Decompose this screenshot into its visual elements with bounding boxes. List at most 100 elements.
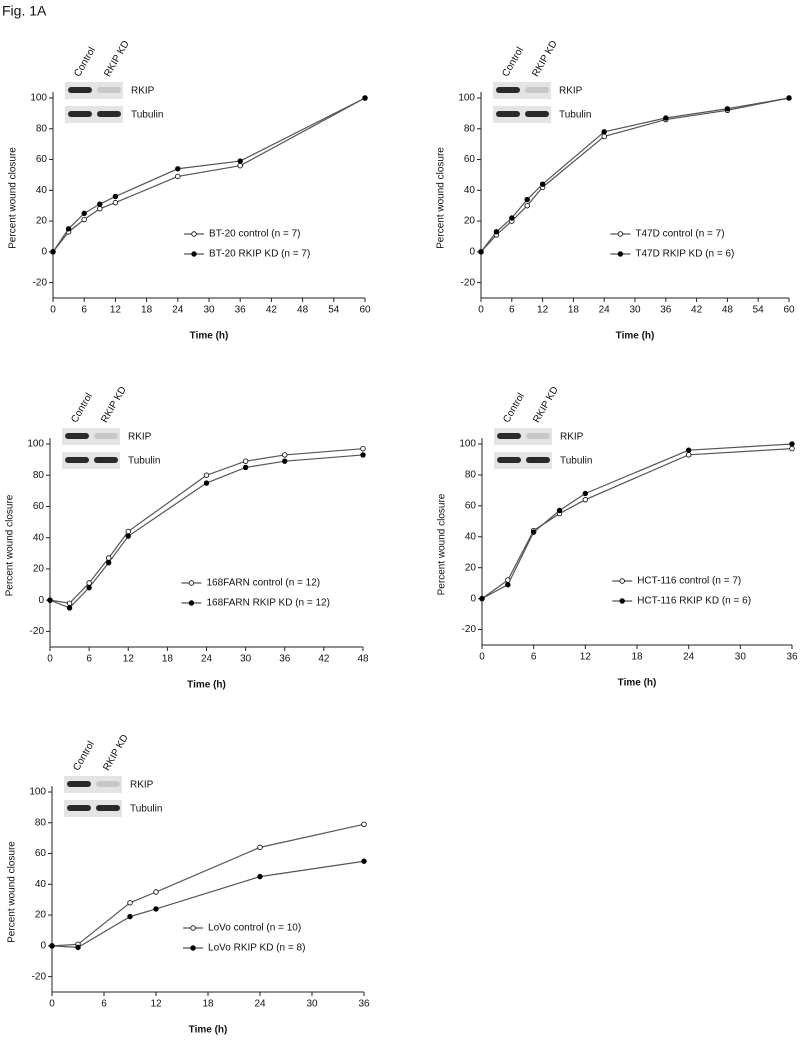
legend-label: BT-20 RKIP KD (n = 7) (209, 249, 310, 260)
y-tick-label: 60 (33, 501, 45, 512)
y-tick-label: 60 (465, 500, 477, 511)
blot-band (496, 111, 520, 117)
x-tick-label: 18 (141, 305, 153, 316)
y-tick-label: -20 (30, 626, 45, 637)
data-point (789, 441, 795, 447)
y-tick-label: 100 (459, 439, 476, 450)
data-point (203, 472, 210, 478)
x-tick-label: 42 (266, 305, 278, 316)
blot-band (65, 433, 89, 439)
x-tick-label: 60 (359, 305, 371, 316)
x-axis-label: Time (h) (616, 331, 655, 342)
data-point (361, 821, 367, 828)
data-point (663, 115, 669, 121)
y-tick-label: -20 (32, 971, 47, 982)
legend-label: HCT-116 control (n = 7) (637, 576, 741, 587)
blot-row-label: RKIP (560, 432, 584, 443)
x-axis-label: Time (h) (187, 680, 226, 691)
y-tick-label: 0 (38, 595, 44, 606)
blot-band (526, 457, 550, 463)
data-point (493, 229, 500, 235)
data-point (685, 447, 692, 453)
data-point (582, 490, 589, 497)
data-point (86, 580, 92, 586)
data-point (50, 249, 56, 255)
blot-strip (64, 800, 122, 817)
legend-label: LoVo RKIP KD (n = 8) (208, 943, 305, 954)
x-tick-label: 36 (235, 305, 247, 316)
y-tick-label: 100 (30, 93, 47, 104)
y-tick-label: 100 (458, 93, 475, 104)
data-point (153, 906, 159, 912)
y-tick-label: 80 (35, 817, 47, 828)
data-point (65, 226, 72, 232)
x-tick-label: 0 (49, 999, 55, 1010)
blot-lane-label: Control (500, 45, 526, 78)
y-tick-label: 40 (464, 185, 476, 196)
series-line (51, 823, 365, 947)
legend-marker (190, 925, 196, 931)
blot-lane-label: RKIP KD (530, 39, 559, 79)
x-tick-label: 36 (786, 652, 798, 663)
x-tick-label: 24 (683, 652, 695, 663)
data-point (237, 162, 243, 169)
legend-marker (619, 578, 625, 584)
y-axis-label: Percent wound closure (7, 841, 18, 943)
blot-band (97, 111, 121, 117)
y-axis-label: Percent wound closure (437, 493, 448, 595)
x-tick-label: 6 (81, 305, 87, 316)
data-point (175, 173, 181, 180)
blot-strip (494, 428, 552, 445)
data-point (81, 216, 87, 223)
x-tick-label: 12 (537, 305, 549, 316)
data-point (242, 464, 249, 471)
y-tick-label: 80 (464, 123, 476, 134)
blot-row-label: RKIP (559, 86, 583, 97)
x-tick-label: 48 (357, 654, 369, 665)
x-tick-label: 18 (568, 305, 580, 316)
x-axis-label: Time (h) (189, 1025, 228, 1036)
legend-marker (188, 580, 195, 586)
blot-band (96, 781, 120, 787)
data-point (112, 193, 119, 200)
data-point (257, 844, 263, 851)
data-point (97, 201, 103, 207)
legend-marker (191, 231, 197, 237)
blot-row-label: Tubulin (128, 456, 160, 467)
x-axis-label: Time (h) (618, 678, 657, 689)
x-tick-label: 12 (150, 999, 162, 1010)
y-tick-label: 0 (469, 246, 475, 257)
legend-marker (619, 598, 625, 604)
x-tick-label: 6 (509, 305, 515, 316)
legend-label: 168FARN RKIP KD (n = 12) (206, 598, 329, 609)
y-axis-label: Percent wound closure (436, 147, 447, 249)
blot-band (68, 111, 92, 117)
data-point (49, 943, 55, 949)
y-tick-label: -20 (33, 277, 48, 288)
blot-lane-label: RKIP KD (102, 39, 131, 79)
blot-lane-label: Control (71, 739, 97, 772)
data-point (786, 95, 792, 101)
y-tick-label: 0 (41, 246, 47, 257)
blot-band (497, 433, 521, 439)
data-point (75, 944, 81, 951)
blot-lane-label: Control (72, 45, 98, 78)
series-line (51, 860, 365, 948)
data-point (478, 249, 484, 255)
figure-label: Fig. 1A (2, 3, 47, 19)
x-tick-label: 24 (599, 305, 611, 316)
y-tick-label: 100 (27, 439, 44, 450)
x-tick-label: 6 (531, 652, 537, 663)
data-point (127, 913, 133, 920)
blot-strip (494, 452, 552, 469)
x-tick-label: 24 (254, 999, 266, 1010)
data-point (524, 196, 530, 203)
x-tick-label: 42 (691, 305, 703, 316)
x-tick-label: 18 (631, 652, 643, 663)
legend-marker (617, 251, 624, 257)
legend-marker (188, 600, 195, 606)
legend-label: BT-20 control (n = 7) (209, 229, 300, 240)
data-point (362, 95, 368, 101)
data-point (257, 873, 263, 880)
